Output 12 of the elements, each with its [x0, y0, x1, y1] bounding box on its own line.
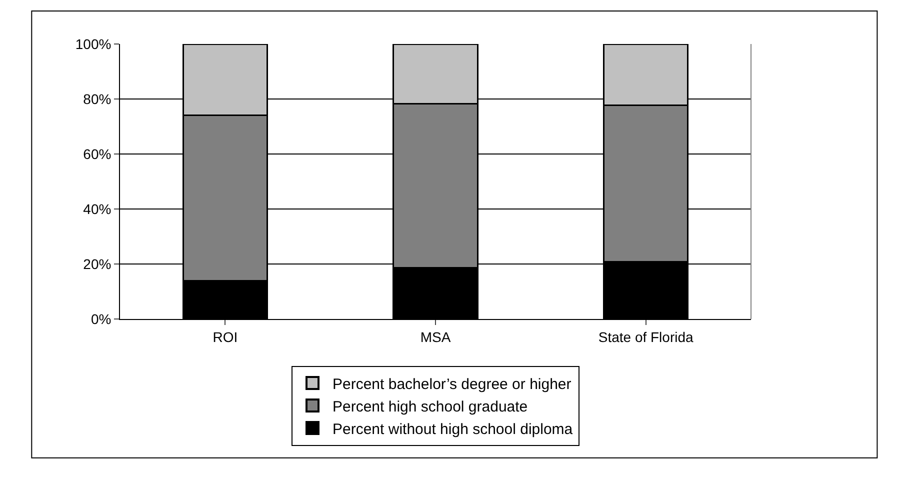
legend-label: Percent bachelor’s degree or higher	[332, 376, 572, 393]
y-tick-label: 60%	[83, 146, 112, 162]
y-tick-label: 100%	[75, 36, 112, 52]
legend-label: Percent without high school diploma	[332, 420, 574, 438]
y-tick-label: 80%	[83, 90, 112, 107]
legend-label: Percent high school graduate	[332, 398, 528, 416]
x-tick-label: ROI	[212, 328, 238, 345]
y-tick-label: 0%	[90, 310, 112, 327]
x-tick-label: MSA	[420, 328, 452, 345]
y-tick-label: 20%	[83, 256, 112, 272]
y-tick-label: 40%	[83, 200, 112, 217]
x-tick-label: State of Florida	[598, 328, 694, 345]
